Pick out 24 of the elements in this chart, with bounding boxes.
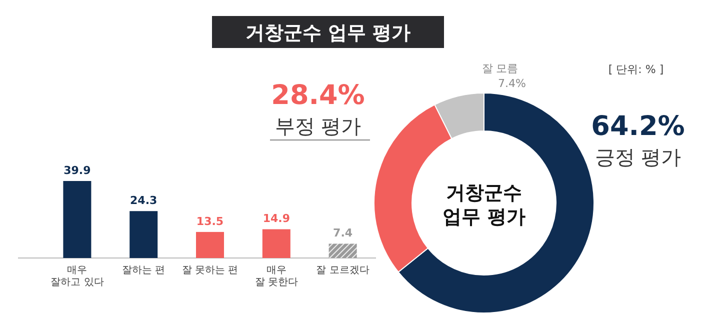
chart-title: 거창군수 업무 평가	[245, 22, 411, 44]
text: [ 단위: % ]	[608, 63, 664, 76]
text: 거창군수 업무 평가	[442, 182, 526, 228]
bar	[328, 244, 357, 258]
bar	[262, 229, 290, 258]
x-tick-label: 잘하는 편	[122, 265, 166, 276]
data-label: 7.4	[333, 226, 353, 240]
data-label: 28.4%	[271, 80, 365, 111]
data-label: 64.2%	[591, 111, 685, 142]
slice-label: 잘 모름	[482, 62, 518, 75]
slice-label: 긍정 평가	[594, 145, 682, 169]
x-tick-label: 매우 잘하고 있다	[50, 265, 104, 288]
bar	[196, 232, 224, 258]
data-label: 24.3	[130, 194, 158, 208]
bar	[63, 181, 92, 258]
x-tick-label: 잘 모르겠다	[316, 265, 370, 276]
data-label: 14.9	[262, 212, 290, 226]
bar	[130, 211, 158, 258]
x-tick-label: 잘 못하는 편	[182, 265, 238, 276]
data-label: 13.5	[196, 214, 224, 228]
slice-label: 부정 평가	[274, 114, 362, 138]
data-label: 39.9	[64, 164, 91, 177]
data-label: 7.4%	[498, 77, 526, 90]
x-tick-label: 매우 잘 못한다	[254, 265, 298, 288]
